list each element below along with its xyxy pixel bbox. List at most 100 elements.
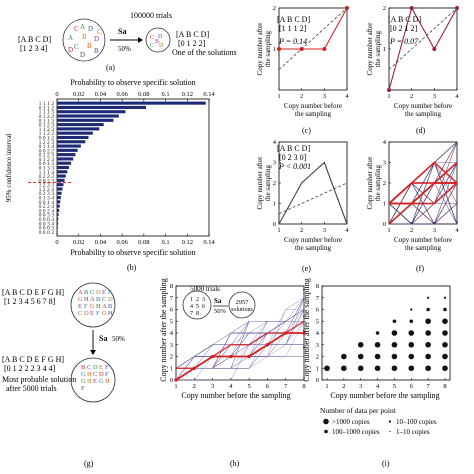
- i-legend-marker: [324, 429, 328, 434]
- b-bar: [57, 200, 61, 204]
- h-best-point: [265, 343, 270, 347]
- i-point: [341, 353, 347, 360]
- g-bottom-letter: H: [105, 378, 110, 385]
- g-top-letter: H: [84, 296, 89, 303]
- d-point: [432, 47, 437, 51]
- f-xtick-label: 2: [410, 227, 413, 234]
- i-ylabel: Copy number after the sampling: [302, 278, 311, 382]
- a-circle-left: [62, 18, 106, 62]
- b-top-tick-label: 0.12: [182, 91, 193, 98]
- b-bar: [57, 127, 100, 131]
- h-best-point: [247, 354, 251, 359]
- i-point: [442, 341, 448, 348]
- c-ytick-label: 1: [273, 46, 276, 53]
- h-op: Sa: [214, 297, 222, 305]
- g-top-letter: D: [108, 296, 113, 303]
- h-inset-number: 8: [196, 311, 199, 317]
- g-top-letter: C: [78, 310, 82, 317]
- h-xtick-label: 6: [266, 383, 270, 390]
- b-ylabel: 95% confidence interval: [5, 134, 13, 202]
- panel-b: Probability to observe specific solution…: [5, 78, 215, 272]
- b-bar: [57, 178, 65, 182]
- d-ylabel-line2: the sampling: [374, 31, 382, 67]
- g-top-letter: D: [96, 289, 101, 296]
- h-ytick-label: 3: [170, 342, 173, 349]
- i-point: [444, 285, 446, 287]
- i-xtick-label: 5: [393, 383, 396, 390]
- b-bottom-tick-label: 0.02: [73, 239, 84, 246]
- h-best-point: [192, 366, 196, 370]
- a-result-line2: [0 1 2 2]: [178, 39, 206, 48]
- b-bar: [57, 183, 64, 187]
- h-pct: 50%: [214, 308, 227, 315]
- c-panel-label: (c): [302, 126, 311, 135]
- i-legend-marker: [389, 430, 391, 433]
- d-line1: [A B C D]: [388, 15, 421, 24]
- b-category-label: 0 1 2 2: [39, 114, 55, 120]
- d-xlabel-line1: Copy number before: [394, 102, 452, 110]
- g-top-letter: G: [78, 296, 83, 303]
- b-category-label: 0 0 3 3: [39, 213, 55, 219]
- g-caption2: after 5000 trials: [6, 384, 57, 393]
- f-xlabel-line1: Copy number before: [394, 236, 452, 244]
- g-matrix-line1: [A B C D E F G H]: [2, 288, 64, 297]
- b-bar: [57, 230, 58, 234]
- g-top-letters: A B C D E FG H A B C DE F G H A BC D E F G H: [78, 289, 113, 317]
- e-ytick-label: 4: [273, 139, 277, 146]
- b-bar: [57, 161, 72, 165]
- a-caption: One of the solutions: [172, 48, 237, 57]
- i-point: [357, 353, 364, 360]
- a-result-line1: [A B C D]: [176, 30, 209, 39]
- g-top-letter: F: [96, 310, 100, 317]
- b-bottom-tick-label: 0.04: [95, 239, 107, 246]
- a-circle-letters: C DA B DC BDD BAC: [68, 23, 102, 59]
- i-point: [427, 296, 430, 299]
- a-letter: C: [74, 43, 79, 51]
- e-ytick-label: 2: [273, 180, 276, 187]
- i-point: [408, 353, 415, 360]
- i-xtick-label: 2: [342, 383, 345, 390]
- b-category-label: 0 0 2 3: [39, 178, 55, 184]
- h-inset-number: 2: [196, 297, 199, 303]
- g-top-letter: F: [108, 289, 112, 296]
- b-bar: [57, 140, 86, 144]
- g-top-letter: G: [102, 310, 107, 317]
- b-category-label: 0 1 2 3: [39, 123, 55, 129]
- i-ytick-label: 2: [316, 354, 319, 361]
- c-ylabel-line2: the sampling: [264, 31, 272, 67]
- g-bottom-letter: E: [99, 364, 103, 371]
- i-point: [357, 365, 364, 372]
- c-xtick-label: 4: [345, 93, 349, 100]
- h-inset-number: 7: [190, 311, 193, 317]
- i-legend-title: Number of data per point: [320, 406, 397, 415]
- e-line1: [A B C D]: [277, 144, 310, 153]
- b-category-label: 0 2 2 4: [39, 204, 55, 210]
- f-ylabel-line2: the sampling: [374, 165, 382, 201]
- f-ytick-label: 3: [383, 160, 386, 167]
- b-category-label: 0 0 0 2: [39, 230, 55, 236]
- a-letter2: D: [159, 43, 164, 49]
- i-point: [374, 353, 381, 360]
- a-matrix-line2: [1 2 3 4]: [20, 44, 48, 53]
- b-category-label: 0 0 1 2: [39, 135, 55, 141]
- i-point: [341, 365, 347, 372]
- d-pval: P = 0.07: [389, 37, 419, 46]
- b-top-tick-label: 0.1: [162, 91, 170, 98]
- h-xtick-label: 1: [174, 383, 177, 390]
- b-category-label: 0 0 1 3: [39, 161, 55, 167]
- b-bar: [57, 208, 60, 212]
- i-xtick-label: 6: [410, 383, 414, 390]
- c-xtick-label: 2: [300, 93, 303, 100]
- b-category-label: 0 0 0 3: [39, 226, 55, 232]
- b-bar: [57, 165, 69, 170]
- b-bar: [57, 195, 61, 200]
- e-xlabel-line1: Copy number before: [284, 236, 342, 244]
- f-xtick-label: 4: [455, 227, 459, 234]
- g-top-letter: C: [102, 296, 106, 303]
- e-xtick-label: 2: [300, 227, 303, 234]
- i-point: [408, 341, 415, 348]
